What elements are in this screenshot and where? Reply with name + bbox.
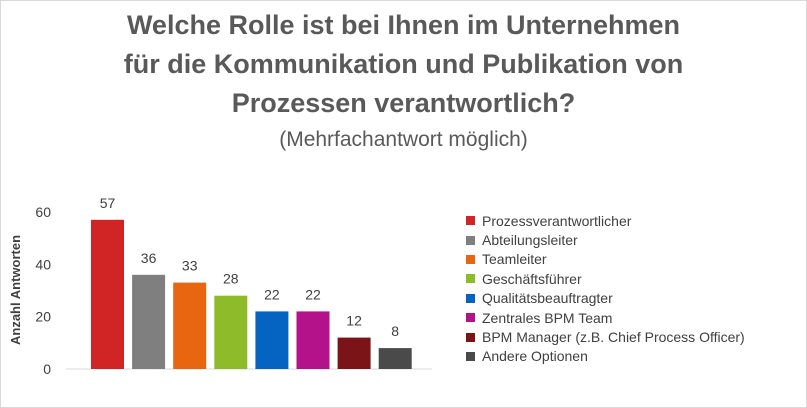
y-tick-label-3: 60: [35, 204, 51, 220]
bar-7: [337, 337, 371, 369]
legend-label-2: Abteilungsleiter: [482, 232, 578, 249]
legend-label-6: Zentrales BPM Team: [482, 309, 613, 326]
y-axis-label: Anzahl Antworten: [8, 235, 23, 345]
legend-item-5: Qualitätsbeauftragter: [440, 289, 780, 308]
legend-item-4: Geschäftsführer: [440, 269, 780, 288]
chart-title-line-3: Prozessen verantwortlich?: [231, 88, 576, 118]
legend-swatch-8: [466, 351, 475, 361]
legend-item-7: BPM Manager (z.B. Chief Process Officer): [440, 327, 780, 346]
bar-8: [378, 348, 412, 369]
data-label-3: 33: [182, 258, 198, 274]
legend-swatch-3: [466, 254, 475, 264]
legend-item-1: Prozessverantwortlicher: [440, 211, 780, 230]
legend-item-6: Zentrales BPM Team: [440, 308, 780, 327]
bars: [91, 219, 412, 369]
bar-3: [173, 282, 207, 369]
chart-title: Welche Rolle ist bei Ihnen im Unternehme…: [0, 6, 807, 123]
bar-4: [214, 295, 248, 369]
data-labels: 57 36 33 28 22 22 12 8: [100, 195, 400, 339]
data-label-6: 22: [305, 286, 321, 302]
data-label-8: 8: [391, 323, 399, 339]
legend-label-3: Teamleiter: [482, 251, 547, 268]
legend-swatch-2: [466, 235, 475, 245]
legend-label-4: Geschäftsführer: [482, 270, 582, 287]
chart-title-line-1: Welche Rolle ist bei Ihnen im Unternehme…: [126, 10, 681, 40]
bar-2: [132, 274, 166, 369]
legend-label-5: Qualitätsbeauftragter: [482, 290, 613, 307]
y-tick-label-0: 0: [43, 361, 51, 377]
y-tick-label-2: 40: [35, 256, 51, 272]
data-label-2: 36: [141, 250, 157, 266]
bar-5: [255, 311, 289, 369]
legend-swatch-6: [466, 313, 475, 323]
data-label-1: 57: [100, 195, 116, 211]
bar-1: [91, 219, 124, 369]
y-tick-label-1: 20: [35, 309, 51, 325]
chart-title-line-2: für die Kommunikation und Publikation vo…: [123, 49, 684, 79]
legend-item-3: Teamleiter: [440, 250, 780, 269]
data-label-4: 28: [223, 271, 239, 287]
legend: Prozessverantwortlicher Abteilungsleiter T…: [440, 211, 780, 367]
chart-subtitle: (Mehrfachantwort möglich): [279, 128, 528, 151]
bar-6: [296, 311, 330, 369]
legend-item-2: Abteilungsleiter: [440, 230, 780, 249]
legend-item-8: Andere Optionen: [440, 347, 780, 366]
legend-label-8: Andere Optionen: [482, 348, 588, 365]
data-label-5: 22: [264, 286, 280, 302]
legend-swatch-1: [466, 216, 475, 226]
legend-swatch-5: [466, 293, 475, 303]
legend-label-7: BPM Manager (z.B. Chief Process Officer): [482, 329, 745, 346]
y-axis-ticks: 0 20 40 60: [35, 204, 51, 377]
legend-label-1: Prozessverantwortlicher: [482, 212, 632, 229]
data-label-7: 12: [346, 313, 362, 329]
legend-swatch-7: [466, 332, 475, 342]
legend-swatch-4: [466, 274, 475, 284]
